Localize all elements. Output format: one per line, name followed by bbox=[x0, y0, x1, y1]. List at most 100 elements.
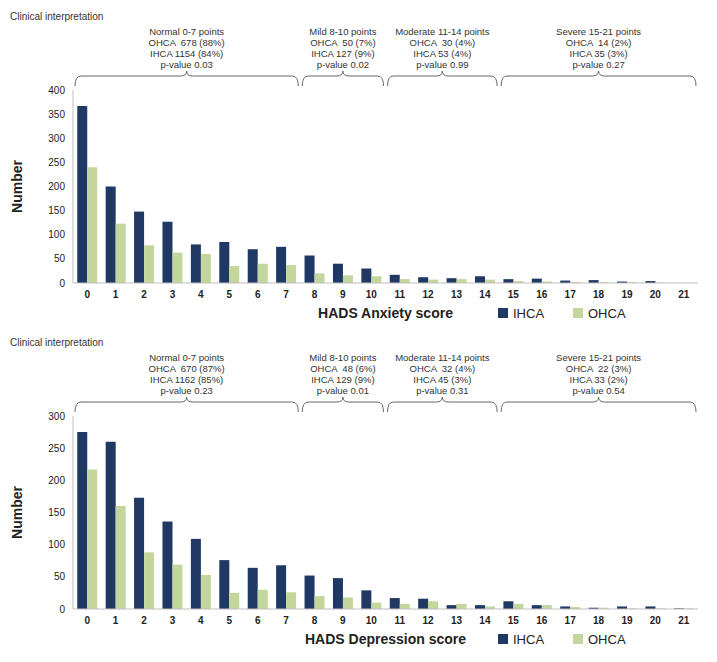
svg-text:6: 6 bbox=[255, 289, 261, 300]
svg-text:IHCA 45 (3%): IHCA 45 (3%) bbox=[413, 374, 471, 385]
svg-text:19: 19 bbox=[621, 289, 633, 300]
svg-text:HADS Anxiety score: HADS Anxiety score bbox=[318, 305, 453, 321]
svg-text:Severe 15-21 points: Severe 15-21 points bbox=[556, 26, 641, 37]
svg-text:p-value 0.01: p-value 0.01 bbox=[317, 385, 369, 396]
svg-text:IHCA 53 (4%): IHCA 53 (4%) bbox=[413, 48, 471, 59]
svg-text:p-value 0.27: p-value 0.27 bbox=[572, 59, 624, 70]
svg-text:16: 16 bbox=[536, 289, 548, 300]
svg-text:IHCA 1154 (84%): IHCA 1154 (84%) bbox=[150, 48, 223, 59]
svg-text:p-value 0.02: p-value 0.02 bbox=[317, 59, 369, 70]
svg-text:p-value 0.99: p-value 0.99 bbox=[416, 59, 468, 70]
svg-text:9: 9 bbox=[340, 289, 346, 300]
svg-text:21: 21 bbox=[678, 615, 690, 626]
svg-text:OHCA 670 (87%): OHCA 670 (87%) bbox=[149, 363, 225, 374]
svg-text:OHCA 50 (7%): OHCA 50 (7%) bbox=[310, 37, 375, 48]
svg-text:4: 4 bbox=[198, 289, 204, 300]
svg-text:2: 2 bbox=[141, 289, 147, 300]
svg-text:15: 15 bbox=[508, 289, 520, 300]
svg-text:12: 12 bbox=[423, 289, 435, 300]
svg-text:5: 5 bbox=[226, 289, 232, 300]
svg-text:11: 11 bbox=[394, 615, 405, 626]
svg-text:Moderate 11-14 points: Moderate 11-14 points bbox=[395, 352, 490, 363]
svg-text:5: 5 bbox=[226, 615, 232, 626]
svg-text:1: 1 bbox=[113, 615, 119, 626]
svg-text:Number: Number bbox=[9, 486, 25, 539]
svg-text:IHCA 129 (9%): IHCA 129 (9%) bbox=[311, 374, 374, 385]
svg-text:OHCA: OHCA bbox=[588, 632, 626, 647]
svg-text:20: 20 bbox=[650, 289, 662, 300]
svg-text:13: 13 bbox=[451, 615, 463, 626]
svg-text:IHCA: IHCA bbox=[513, 632, 544, 647]
svg-text:Clinical interpretation: Clinical interpretation bbox=[10, 11, 103, 22]
svg-text:p-value 0.23: p-value 0.23 bbox=[160, 385, 212, 396]
svg-text:17: 17 bbox=[565, 615, 577, 626]
svg-text:0: 0 bbox=[84, 615, 90, 626]
svg-text:8: 8 bbox=[312, 289, 318, 300]
svg-text:OHCA 14 (2%): OHCA 14 (2%) bbox=[566, 37, 631, 48]
svg-text:7: 7 bbox=[283, 289, 289, 300]
svg-text:10: 10 bbox=[366, 615, 378, 626]
svg-text:200: 200 bbox=[48, 475, 65, 486]
svg-text:50: 50 bbox=[54, 253, 66, 264]
svg-text:IHCA 35 (3%): IHCA 35 (3%) bbox=[570, 48, 628, 59]
svg-text:p-value 0.54: p-value 0.54 bbox=[572, 385, 624, 396]
svg-text:Mild 8-10 points: Mild 8-10 points bbox=[309, 26, 376, 37]
svg-text:9: 9 bbox=[340, 615, 346, 626]
svg-text:1: 1 bbox=[113, 289, 119, 300]
svg-text:150: 150 bbox=[48, 507, 65, 518]
svg-text:Severe 15-21 points: Severe 15-21 points bbox=[556, 352, 641, 363]
svg-text:IHCA 127 (9%): IHCA 127 (9%) bbox=[311, 48, 374, 59]
svg-text:OHCA: OHCA bbox=[588, 306, 626, 321]
svg-text:HADS Depression score: HADS Depression score bbox=[305, 631, 466, 647]
svg-text:12: 12 bbox=[423, 615, 435, 626]
svg-text:OHCA 48 (6%): OHCA 48 (6%) bbox=[310, 363, 375, 374]
svg-text:100: 100 bbox=[48, 539, 65, 550]
svg-text:16: 16 bbox=[536, 615, 548, 626]
svg-text:p-value 0.31: p-value 0.31 bbox=[416, 385, 468, 396]
svg-text:Clinical interpretation: Clinical interpretation bbox=[10, 337, 103, 348]
svg-text:2: 2 bbox=[141, 615, 147, 626]
svg-text:11: 11 bbox=[394, 289, 405, 300]
svg-text:18: 18 bbox=[593, 615, 605, 626]
svg-text:17: 17 bbox=[565, 289, 577, 300]
svg-text:19: 19 bbox=[621, 615, 633, 626]
svg-text:14: 14 bbox=[479, 615, 491, 626]
svg-text:200: 200 bbox=[48, 181, 65, 192]
svg-text:6: 6 bbox=[255, 615, 261, 626]
svg-text:Normal 0-7 points: Normal 0-7 points bbox=[149, 352, 224, 363]
svg-text:7: 7 bbox=[283, 615, 289, 626]
svg-text:13: 13 bbox=[451, 289, 463, 300]
svg-text:10: 10 bbox=[366, 289, 378, 300]
svg-text:250: 250 bbox=[48, 443, 65, 454]
svg-text:IHCA 1162 (85%): IHCA 1162 (85%) bbox=[150, 374, 223, 385]
svg-text:OHCA 30 (4%): OHCA 30 (4%) bbox=[410, 37, 475, 48]
svg-text:21: 21 bbox=[678, 289, 690, 300]
svg-text:8: 8 bbox=[312, 615, 318, 626]
svg-text:50: 50 bbox=[54, 571, 66, 582]
svg-text:0: 0 bbox=[84, 289, 90, 300]
svg-text:300: 300 bbox=[48, 411, 65, 422]
svg-text:15: 15 bbox=[508, 615, 520, 626]
svg-text:OHCA 32 (4%): OHCA 32 (4%) bbox=[410, 363, 475, 374]
svg-text:400: 400 bbox=[48, 85, 65, 96]
svg-text:4: 4 bbox=[198, 615, 204, 626]
svg-text:3: 3 bbox=[170, 289, 176, 300]
svg-text:100: 100 bbox=[48, 229, 65, 240]
svg-text:150: 150 bbox=[48, 205, 65, 216]
svg-text:350: 350 bbox=[48, 109, 65, 120]
svg-text:3: 3 bbox=[170, 615, 176, 626]
svg-text:250: 250 bbox=[48, 157, 65, 168]
svg-text:IHCA: IHCA bbox=[513, 306, 544, 321]
svg-text:IHCA 33 (2%): IHCA 33 (2%) bbox=[570, 374, 628, 385]
svg-text:18: 18 bbox=[593, 289, 605, 300]
svg-text:Mild 8-10 points: Mild 8-10 points bbox=[309, 352, 376, 363]
svg-text:20: 20 bbox=[650, 615, 662, 626]
svg-text:Moderate 11-14 points: Moderate 11-14 points bbox=[395, 26, 490, 37]
svg-text:Normal 0-7 points: Normal 0-7 points bbox=[149, 26, 224, 37]
svg-text:OHCA 678 (88%): OHCA 678 (88%) bbox=[149, 37, 225, 48]
svg-text:OHCA 22 (3%): OHCA 22 (3%) bbox=[566, 363, 631, 374]
svg-text:p-value 0.03: p-value 0.03 bbox=[160, 59, 212, 70]
svg-text:0: 0 bbox=[59, 278, 65, 289]
svg-text:Number: Number bbox=[9, 160, 25, 213]
svg-text:0: 0 bbox=[59, 604, 65, 615]
